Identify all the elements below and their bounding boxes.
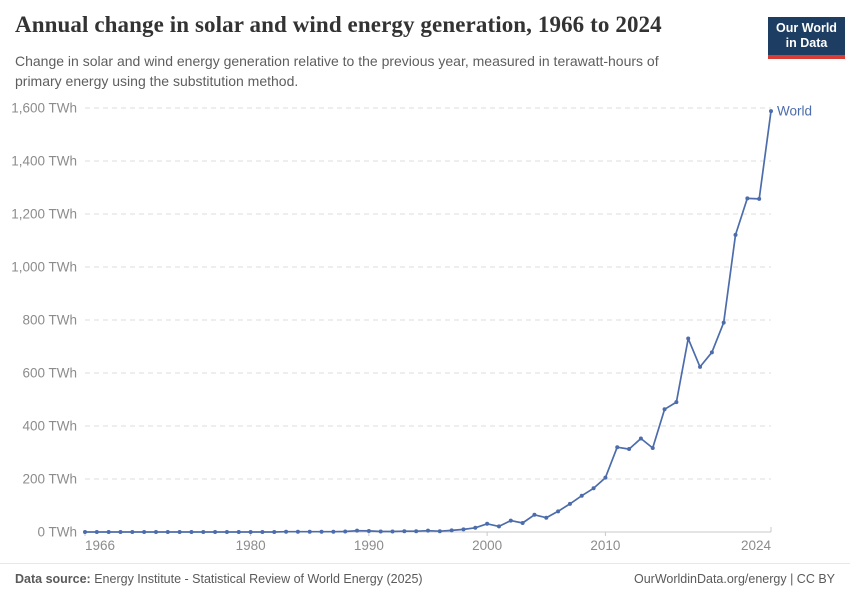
x-tick-label: 2024: [741, 538, 772, 553]
data-point: [520, 520, 525, 525]
owid-logo-line2: in Data: [785, 36, 828, 51]
data-point: [295, 529, 300, 534]
y-tick-label: 0 TWh: [37, 525, 77, 540]
data-point: [567, 501, 572, 506]
x-tick-label: 1990: [354, 538, 384, 553]
data-point: [709, 350, 714, 355]
data-point: [390, 529, 395, 534]
data-point: [94, 530, 99, 534]
data-point: [378, 529, 383, 534]
chart-subtitle: Change in solar and wind energy generati…: [15, 51, 659, 92]
data-point: [307, 529, 312, 534]
x-tick-label: 1980: [236, 538, 266, 553]
owid-logo-line1: Our World: [776, 21, 837, 35]
chart-title: Annual change in solar and wind energy g…: [15, 12, 662, 37]
data-point: [213, 530, 218, 534]
data-point: [615, 445, 620, 450]
data-point: [532, 512, 537, 517]
data-point: [508, 518, 513, 523]
world-end-label: World: [777, 104, 812, 119]
data-point: [201, 530, 206, 534]
chart-subtitle-line1: Change in solar and wind energy generati…: [15, 53, 659, 69]
data-point: [461, 527, 466, 532]
data-point: [769, 109, 773, 114]
chart-canvas: 0 TWh 200 TWh 400 TWh 600 TWh 800 TWh 1,000 T…: [11, 101, 812, 554]
data-point: [733, 232, 738, 237]
data-point: [627, 447, 632, 452]
data-point: [721, 320, 726, 325]
data-point: [189, 530, 194, 534]
data-point: [745, 196, 750, 201]
data-point: [331, 529, 336, 534]
data-point: [638, 436, 643, 441]
credit-link[interactable]: OurWorldinData.org/energy | CC BY: [633, 572, 835, 586]
data-point: [224, 530, 229, 534]
y-tick-label: 1,600 TWh: [11, 101, 77, 116]
data-point: [686, 336, 691, 341]
data-point: [260, 530, 265, 534]
data-point: [485, 521, 490, 526]
data-point: [248, 530, 253, 534]
data-point: [343, 529, 348, 534]
data-point: [118, 530, 123, 534]
data-point: [757, 196, 762, 201]
data-point: [355, 528, 360, 533]
data-point: [402, 529, 407, 534]
data-point: [142, 530, 147, 534]
data-point: [650, 445, 655, 450]
data-point: [130, 530, 135, 534]
data-point: [674, 400, 679, 405]
data-point: [496, 524, 501, 529]
data-source-text: Energy Institute - Statistical Review of…: [90, 572, 423, 586]
data-point: [556, 509, 561, 514]
owid-logo-text: Our World in Data: [768, 17, 845, 55]
data-point: [437, 529, 442, 534]
y-tick-label: 1,400 TWh: [11, 154, 77, 169]
x-tick-label: 2010: [590, 538, 620, 553]
data-point: [153, 530, 158, 534]
data-point: [698, 364, 703, 369]
chart-subtitle-line2: primary energy using the substitution me…: [15, 73, 299, 90]
owid-logo-red-bar: [768, 54, 845, 59]
y-tick-label: 400 TWh: [22, 419, 77, 434]
data-point: [106, 530, 111, 534]
chart-footer: Data source: Energy Institute - Statisti…: [0, 563, 850, 586]
data-point: [579, 493, 584, 498]
y-tick-label: 600 TWh: [22, 366, 77, 381]
x-tick-label: 2000: [472, 538, 502, 553]
data-point: [414, 529, 419, 534]
data-point: [603, 475, 608, 480]
data-point: [591, 486, 596, 491]
data-point: [236, 530, 241, 534]
data-point: [177, 530, 182, 534]
world-line: [84, 110, 772, 533]
data-source: Data source: Energy Institute - Statisti…: [15, 572, 423, 586]
y-tick-label: 800 TWh: [22, 313, 77, 328]
data-point: [449, 528, 454, 533]
line-chart-area: 0 TWh 200 TWh 400 TWh 600 TWh 800 TWh 1,000 T…: [0, 95, 850, 570]
data-source-label: Data source:: [15, 572, 91, 586]
data-point: [284, 529, 289, 534]
y-tick-label: 200 TWh: [22, 472, 77, 487]
data-point: [544, 515, 549, 520]
data-point: [83, 530, 87, 534]
y-tick-label: 1,000 TWh: [11, 260, 77, 275]
y-tick-label: 1,200 TWh: [11, 207, 77, 222]
data-point: [366, 528, 371, 533]
data-point: [426, 528, 430, 533]
x-tick-label: 1966: [85, 538, 115, 553]
data-point: [662, 407, 667, 412]
owid-logo: Our World in Data: [768, 17, 845, 59]
data-point: [165, 530, 170, 534]
data-point: [319, 529, 324, 534]
data-point: [473, 525, 478, 530]
data-point: [272, 530, 277, 534]
